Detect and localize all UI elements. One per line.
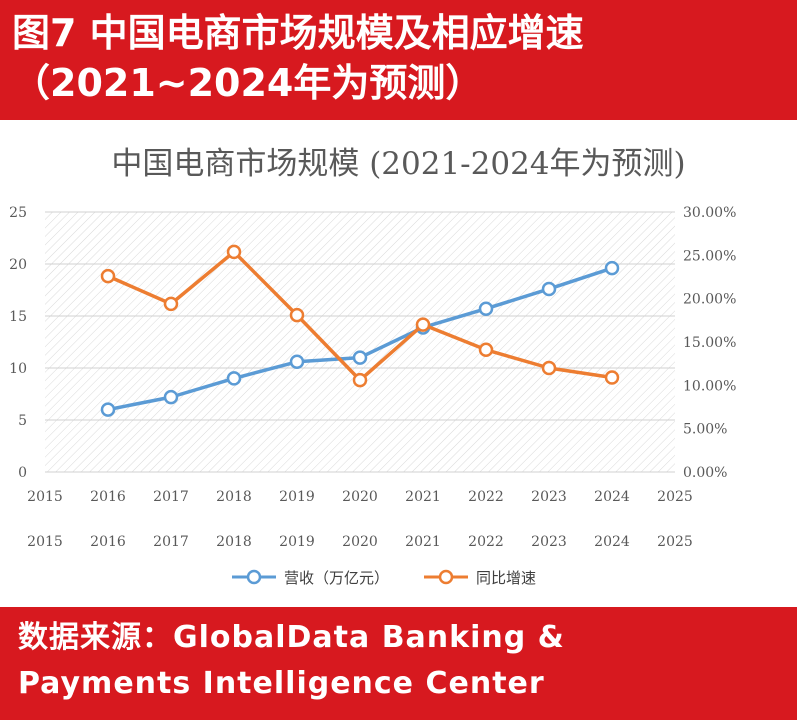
data-point [478,342,494,358]
y-right-tick-label: 15.00% [683,335,736,351]
x-tick-label: 2017 [153,489,189,505]
x-tick-label: 2019 [279,489,315,505]
y-right-tick-label: 25.00% [683,248,736,264]
y-left-tick-label: 25 [9,205,27,221]
x-tick-label-secondary: 2020 [342,534,378,550]
chart-panel: 中国电商市场规模 (2021-2024年为预测) 0 5 10 15 20 25 0.00… [0,120,797,607]
x-tick-label-secondary: 2018 [216,534,252,550]
data-point [289,354,305,370]
x-tick-label: 2015 [27,489,63,505]
chart-title: 中国电商市场规模 (2021-2024年为预测) [111,146,686,182]
x-tick-label: 2020 [342,489,378,505]
y-right-tick-label: 30.00% [683,205,736,221]
data-point [541,281,557,297]
data-point [226,244,242,260]
source-line2: Payments Intelligence Center [18,666,545,701]
source-line1: 数据来源：GlobalData Banking & [18,620,565,655]
data-point [226,371,242,386]
x-tick-label-secondary: 2015 [27,534,63,550]
x-tick-label-secondary: 2021 [405,534,441,550]
x-tick-label-secondary: 2017 [153,534,189,550]
source-banner: 数据来源：GlobalData Banking & Payments Intel… [0,607,797,720]
x-tick-label-secondary: 2022 [468,534,504,550]
y-left-tick-label: 5 [18,413,27,429]
y-left-tick-label: 20 [9,257,27,273]
x-tick-label: 2018 [216,489,252,505]
data-point [352,372,368,388]
header-title-line1: 图7 中国电商市场规模及相应增速 [12,11,584,55]
x-tick-label: 2022 [468,489,504,505]
plot-area [45,212,675,472]
legend-marker [438,569,454,585]
y-left-tick-label: 0 [18,465,27,481]
legend-item-1: 营收（万亿元） [232,569,389,587]
series-1 [100,260,620,417]
data-point [163,389,179,405]
data-point [352,350,368,365]
data-point [541,360,557,376]
x-tick-label-secondary: 2023 [531,534,567,550]
data-point [100,402,116,417]
data-point [415,317,431,332]
data-point [163,296,179,312]
y-right-tick-label: 20.00% [683,292,736,308]
x-tick-label-secondary: 2016 [90,534,126,550]
y-right-tick-label: 10.00% [683,378,736,394]
x-tick-label-secondary: 2024 [594,534,630,550]
x-tick-label-secondary: 2025 [657,534,693,550]
data-point [604,260,620,276]
data-point [289,307,305,323]
x-tick-label-secondary: 2019 [279,534,315,550]
x-tick-label: 2016 [90,489,126,505]
x-tick-label: 2023 [531,489,567,505]
x-tick-label: 2021 [405,489,441,505]
data-point [604,370,620,385]
series-2 [100,244,620,388]
x-tick-label: 2025 [657,489,693,505]
legend-label: 同比增速 [476,569,536,587]
data-point [478,301,494,316]
y-left-tick-label: 15 [9,309,27,325]
data-point [100,268,116,284]
legend-item-2: 同比增速 [424,569,536,587]
legend-marker [246,569,262,585]
header-banner: 图7 中国电商市场规模及相应增速 （2021~2024年为预测） [0,0,797,120]
x-tick-label: 2024 [594,489,630,505]
y-right-tick-label: 5.00% [683,422,727,438]
y-right-tick-label: 0.00% [683,465,727,481]
y-left-tick-label: 10 [9,361,27,377]
legend-label: 营收（万亿元） [284,569,389,587]
header-title-line2: （2021~2024年为预测） [12,61,484,105]
